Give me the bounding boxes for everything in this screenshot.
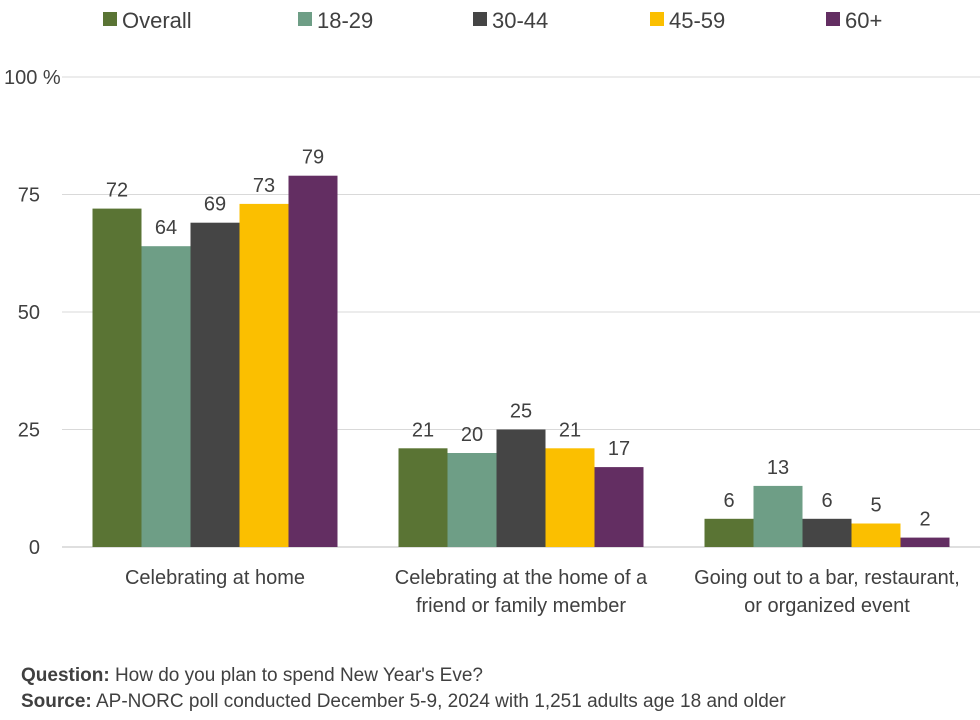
y-tick-label: 50 (18, 302, 40, 324)
bar (239, 203, 289, 547)
question-label: Question: (21, 665, 110, 686)
legend-swatch (826, 12, 840, 26)
data-label: 69 (204, 194, 226, 216)
chart-footer: Question: How do you plan to spend New Y… (21, 663, 971, 715)
bars (92, 175, 950, 547)
category-label: Going out to a bar, restaurant, (694, 567, 960, 589)
bar (92, 208, 142, 547)
legend-label: Overall (122, 8, 192, 33)
data-label: 5 (870, 495, 881, 517)
category-label: or organized event (744, 595, 910, 617)
data-label: 13 (767, 457, 789, 479)
y-tick-label: 75 (18, 185, 40, 207)
legend-label: 18-29 (317, 8, 373, 33)
bar (190, 222, 240, 547)
source-label: Source: (21, 691, 92, 712)
bar (288, 175, 338, 547)
bar (447, 453, 497, 547)
y-tick-label: 0 (29, 537, 40, 559)
data-label: 6 (723, 490, 734, 512)
bar (704, 518, 754, 547)
legend-label: 30-44 (492, 8, 548, 33)
y-tick-label: 25 (18, 420, 40, 442)
data-label: 6 (821, 490, 832, 512)
chart-legend: Overall 18-29 30-44 45-59 60+ (103, 8, 882, 33)
data-label: 20 (461, 424, 483, 446)
bar (545, 448, 595, 547)
data-label: 2 (919, 509, 930, 531)
data-label: 73 (253, 175, 275, 197)
data-label: 64 (155, 217, 177, 239)
legend-swatch (103, 12, 117, 26)
bar (851, 523, 901, 547)
data-label: 25 (510, 401, 532, 423)
data-label: 21 (559, 419, 581, 441)
bar (802, 518, 852, 547)
bar (398, 448, 448, 547)
bar (900, 537, 950, 547)
bar (594, 467, 644, 547)
category-label: Celebrating at the home of a (395, 567, 648, 589)
bar (753, 485, 803, 547)
bar (141, 246, 191, 547)
data-label: 21 (412, 419, 434, 441)
data-labels: 72 64 69 73 79 21 20 25 21 17 6 13 6 5 2 (106, 147, 931, 531)
category-label: Celebrating at home (125, 567, 305, 589)
bar (496, 429, 546, 547)
question-note: Question: How do you plan to spend New Y… (21, 663, 971, 689)
source-note: Source: AP-NORC poll conducted December … (21, 689, 971, 715)
question-text: How do you plan to spend New Year's Eve? (114, 665, 483, 686)
data-label: 79 (302, 147, 324, 169)
data-label: 17 (608, 438, 630, 460)
legend-swatch (298, 12, 312, 26)
y-tick-label: 100 % (4, 67, 61, 89)
legend-label: 60+ (845, 8, 882, 33)
category-label: friend or family member (416, 595, 626, 617)
data-label: 72 (106, 180, 128, 202)
y-axis: 0 25 50 75 100 % (4, 67, 61, 559)
legend-label: 45-59 (669, 8, 725, 33)
legend-swatch (650, 12, 664, 26)
source-text: AP-NORC poll conducted December 5-9, 202… (95, 691, 786, 712)
x-axis: Celebrating at home Celebrating at the ho… (125, 567, 960, 617)
legend-swatch (473, 12, 487, 26)
